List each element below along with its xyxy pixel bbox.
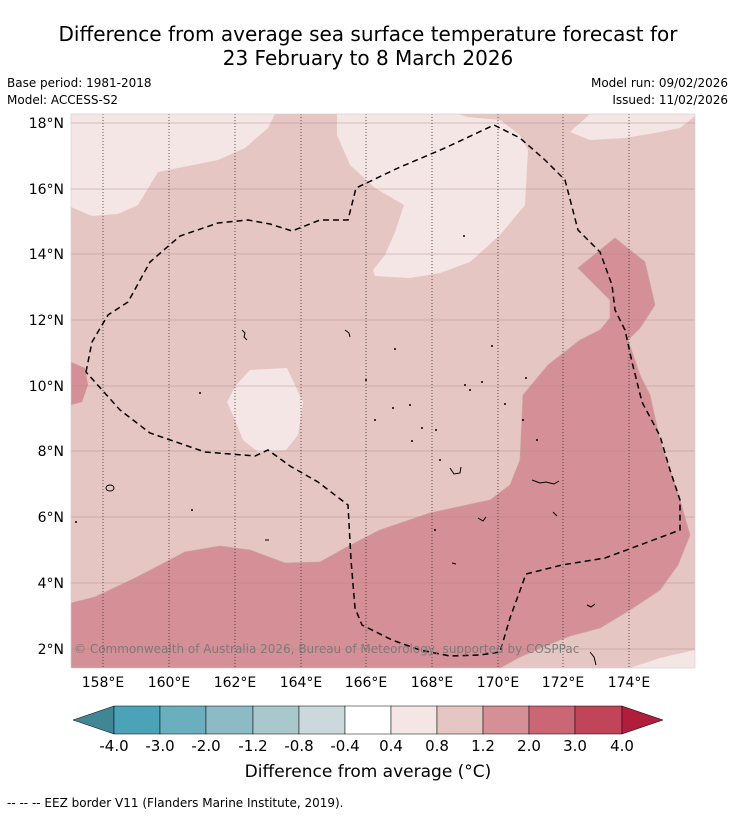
lat-label-6n: 6°N (38, 510, 64, 526)
issued-date: Issued: 11/02/2026 (612, 93, 728, 107)
lon-label-168e: 168°E (411, 675, 454, 691)
anomaly-region-light-southeast (630, 650, 695, 668)
latitude-labels: 18°N 16°N 14°N 12°N 10°N 8°N 6°N 4°N 2°N (29, 116, 64, 658)
colorbar-segment (298, 705, 346, 735)
colorbar-tick: -4.0 (99, 737, 128, 755)
chart-title: Difference from average sea surface temp… (0, 22, 736, 70)
colorbar-segment (574, 705, 623, 735)
colorbar-tick: -0.8 (284, 737, 313, 755)
colorbar-tick: -3.0 (145, 737, 174, 755)
colorbar-segment (390, 705, 438, 735)
colorbar-segment (252, 705, 300, 735)
lat-label-18n: 18°N (29, 116, 64, 132)
lon-label-164e: 164°E (280, 675, 323, 691)
anomaly-region-light-northwest (71, 114, 275, 216)
colorbar-segment (436, 705, 484, 735)
longitude-labels: 158°E 160°E 162°E 164°E 166°E 168°E 170°… (82, 675, 651, 691)
colorbar-tick-labels: -4.0 -3.0 -2.0 -1.2 -0.8 -0.4 0.4 0.8 1.… (99, 737, 634, 755)
lat-label-14n: 14°N (29, 247, 64, 263)
lon-label-162e: 162°E (214, 675, 257, 691)
lat-label-4n: 4°N (38, 576, 64, 592)
lat-label-8n: 8°N (38, 444, 64, 460)
lat-label-12n: 12°N (29, 313, 64, 329)
anomaly-region-light-north (337, 114, 528, 278)
colorbar-segment (344, 705, 392, 735)
colorbar-tick: 3.0 (563, 737, 587, 755)
anomaly-region-warm-south (71, 238, 690, 668)
title-line-2: 23 February to 8 March 2026 (222, 46, 514, 70)
colorbar-tick: 2.0 (517, 737, 541, 755)
eez-border (85, 124, 681, 657)
eez-footnote: -- -- -- EEZ border V11 (Flanders Marine… (7, 796, 344, 810)
colorbar-segment (482, 705, 530, 735)
colorbar-segment (528, 705, 576, 735)
contour-lines (71, 237, 691, 668)
colorbar-tick: -2.0 (191, 737, 220, 755)
anomaly-region-light-northeast (570, 114, 695, 140)
meta-left: Base period: 1981-2018 Model: ACCESS-S2 (7, 75, 152, 109)
islands (105, 329, 597, 666)
atoll-dots (75, 235, 538, 531)
latitude-gridlines (71, 122, 695, 650)
colorbar-tick: 4.0 (610, 737, 634, 755)
colorbar-tick: -0.4 (330, 737, 359, 755)
model-name: Model: ACCESS-S2 (7, 93, 119, 107)
colorbar-extend-high (621, 705, 664, 735)
lon-label-160e: 160°E (148, 675, 191, 691)
lat-label-10n: 10°N (29, 379, 64, 395)
colorbar (72, 705, 664, 735)
lat-label-2n: 2°N (38, 642, 64, 658)
colorbar-segment (205, 705, 254, 735)
colorbar-extend-low (72, 705, 115, 735)
lon-label-166e: 166°E (345, 675, 388, 691)
meta-right: Model run: 09/02/2026 Issued: 11/02/2026 (591, 75, 728, 109)
map-area: © Commonwealth of Australia 2026, Bureau… (71, 114, 695, 668)
colorbar-tick: 0.4 (379, 737, 403, 755)
title-line-1: Difference from average sea surface temp… (58, 22, 678, 46)
lon-label-158e: 158°E (82, 675, 125, 691)
colorbar-tick: 0.8 (425, 737, 449, 755)
longitude-gridlines (102, 114, 630, 668)
anomaly-region-warm-west (71, 362, 88, 405)
lon-label-170e: 170°E (477, 675, 520, 691)
copyright-notice: © Commonwealth of Australia 2026, Bureau… (74, 642, 579, 656)
colorbar-tick: -1.2 (238, 737, 267, 755)
lat-label-16n: 16°N (29, 182, 64, 198)
colorbar-segment (159, 705, 207, 735)
lon-label-174e: 174°E (608, 675, 651, 691)
model-run: Model run: 09/02/2026 (590, 76, 728, 90)
colorbar-segment (113, 705, 161, 735)
lon-label-172e: 172°E (542, 675, 585, 691)
map-frame (70, 113, 696, 669)
base-period: Base period: 1981-2018 (7, 76, 152, 90)
colorbar-title: Difference from average (°C) (244, 762, 492, 782)
colorbar-tick: 1.2 (471, 737, 495, 755)
anomaly-region-light-central (227, 368, 303, 452)
